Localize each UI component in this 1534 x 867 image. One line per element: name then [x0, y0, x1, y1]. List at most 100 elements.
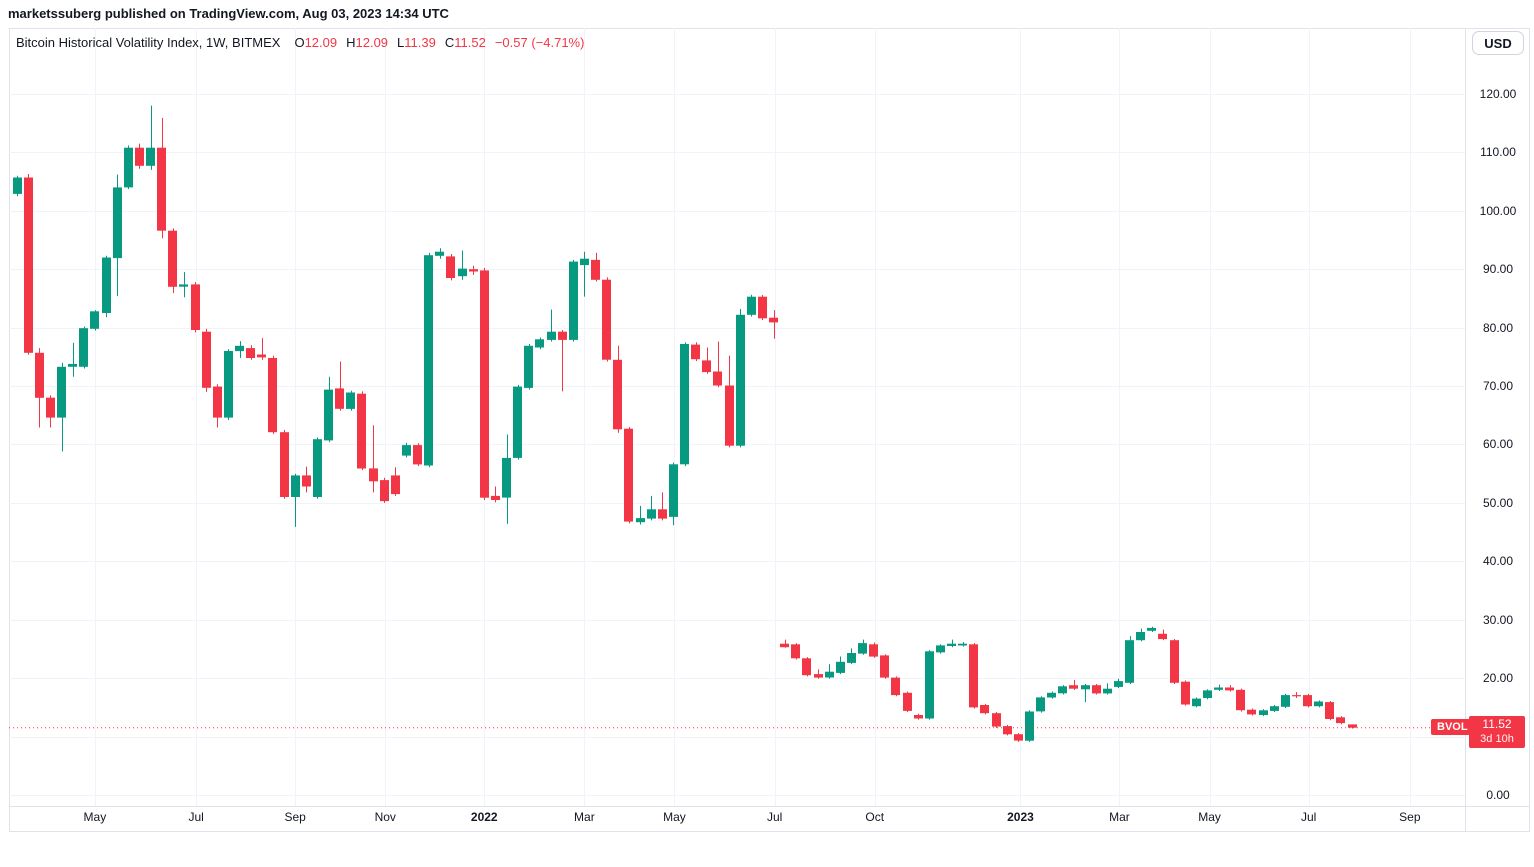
candle-body — [858, 643, 867, 654]
candle-down — [369, 425, 378, 493]
candle-up — [847, 648, 856, 665]
candle-body — [1247, 709, 1256, 715]
candle-body — [124, 147, 133, 188]
candle-down — [157, 117, 166, 239]
candle-body — [580, 258, 589, 266]
candle-body — [446, 256, 455, 278]
ohlc-high-value: 12.09 — [355, 35, 389, 50]
ohlc-close-label: C — [444, 35, 455, 50]
ohlc-open-value: 12.09 — [304, 35, 338, 50]
chart-canvas[interactable] — [9, 28, 1465, 806]
symbol-price-tag: BVOL — [1431, 719, 1474, 735]
candle-body — [1225, 687, 1234, 691]
candle-up — [124, 145, 133, 190]
candle-down — [769, 310, 778, 339]
candle-body — [691, 344, 700, 360]
candle-body — [713, 371, 722, 386]
candle-body — [335, 388, 344, 409]
candle-down — [1236, 688, 1245, 712]
candle-body — [1348, 724, 1357, 728]
candle-down — [1325, 700, 1334, 721]
candle-body — [925, 651, 934, 719]
candle-down — [969, 643, 978, 709]
candle-body — [802, 658, 811, 676]
candle-body — [1025, 711, 1034, 741]
candle-body — [1069, 685, 1078, 689]
candle-body — [1325, 702, 1334, 719]
candle-body — [1014, 734, 1023, 741]
candle-down — [391, 467, 400, 496]
candle-down — [1225, 685, 1234, 692]
candle-down — [1181, 680, 1190, 706]
price-axis[interactable] — [1466, 28, 1530, 806]
symbol-title[interactable]: Bitcoin Historical Volatility Index, 1W,… — [16, 35, 281, 50]
candle-body — [1158, 633, 1167, 640]
candle-up — [925, 650, 934, 720]
candle-down — [725, 355, 734, 448]
candle-body — [1270, 706, 1279, 711]
candle-body — [547, 331, 556, 340]
candle-body — [669, 464, 678, 517]
time-tick-label: Jul — [1300, 810, 1317, 824]
candle-body — [469, 269, 478, 272]
candle-up — [435, 248, 444, 259]
candle-down — [791, 643, 800, 660]
candle-body — [535, 339, 544, 348]
candle-up — [346, 390, 355, 411]
candle-down — [1336, 716, 1345, 725]
candle-up — [1058, 685, 1067, 695]
candle-up — [669, 462, 678, 526]
price-tick-label: 120.00 — [1479, 86, 1517, 101]
time-tick-label: Mar — [574, 810, 595, 824]
candle-body — [780, 643, 789, 648]
candle-down — [1170, 639, 1179, 685]
candle-down — [880, 654, 889, 679]
ohlc-low-value: 11.39 — [404, 35, 436, 50]
ohlc-close-value: 11.52 — [454, 35, 486, 50]
candle-up — [179, 272, 188, 298]
candle-up — [524, 343, 533, 390]
candle-body — [647, 509, 656, 519]
candle-down — [980, 703, 989, 715]
candle-up — [1081, 684, 1090, 703]
candle-up — [424, 252, 433, 468]
candle-body — [191, 284, 200, 330]
candle-down — [702, 347, 711, 374]
price-tick-label: 70.00 — [1482, 379, 1514, 394]
candle-body — [847, 653, 856, 663]
time-axis[interactable] — [9, 807, 1465, 832]
candle-body — [869, 644, 878, 657]
footer: TradingView — [0, 832, 1534, 867]
candle-down — [1003, 724, 1012, 736]
last-price-tag: 11.52 3d 10h — [1469, 716, 1525, 748]
candle-body — [769, 317, 778, 323]
time-tick-label: May — [83, 810, 107, 824]
candle-body — [491, 495, 500, 500]
candle-down — [1069, 679, 1078, 690]
candle-up — [291, 473, 300, 527]
candle-down — [691, 342, 700, 361]
candle-down — [758, 294, 767, 321]
candle-up — [235, 341, 244, 359]
candle-body — [825, 671, 834, 678]
candle-body — [914, 715, 923, 719]
candle-body — [179, 284, 188, 287]
candle-body — [1303, 695, 1312, 707]
candle-down — [914, 713, 923, 720]
time-tick-label: Sep — [1399, 810, 1421, 824]
candle-body — [1336, 717, 1345, 724]
candle-down — [202, 328, 211, 392]
candle-body — [1314, 701, 1323, 707]
candle-down — [413, 443, 422, 467]
currency-toggle-button[interactable]: USD — [1472, 31, 1524, 55]
candle-up — [313, 437, 322, 499]
candle-body — [502, 457, 511, 498]
price-tick-label: 80.00 — [1482, 320, 1514, 335]
candle-up — [224, 349, 233, 420]
candle-body — [725, 385, 734, 446]
candle-body — [602, 279, 611, 360]
candle-up — [947, 639, 956, 648]
candle-body — [558, 331, 567, 340]
candle-body — [1181, 681, 1190, 705]
candle-down — [1348, 724, 1357, 729]
